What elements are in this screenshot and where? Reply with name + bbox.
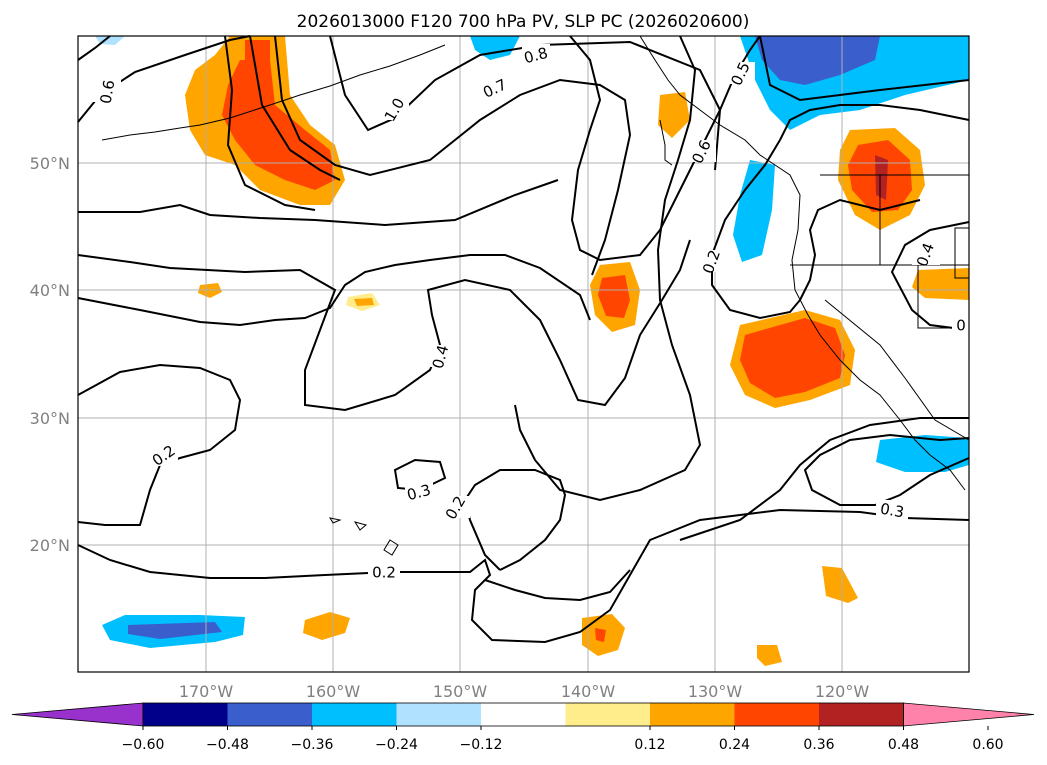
- colorbar-segment: [819, 703, 904, 726]
- lon-tick-label: 150°W: [433, 682, 488, 701]
- colorbar-extend-high: [903, 702, 1035, 727]
- pv-fill-regions: [95, 36, 969, 666]
- colorbar-tick-label: 0.36: [803, 737, 834, 753]
- lat-tick-label: 40°N: [30, 281, 70, 300]
- colorbar-tick-label: 0.12: [634, 737, 665, 753]
- lat-tick-label: 50°N: [30, 154, 70, 173]
- pv-positive-core: [222, 60, 335, 190]
- longitude-axis: 170°W 160°W 150°W 140°W 130°W 120°W: [179, 682, 870, 701]
- latitude-axis: 50°N 40°N 30°N 20°N: [30, 154, 70, 555]
- lon-tick-label: 160°W: [306, 682, 361, 701]
- lat-tick-label: 30°N: [30, 409, 70, 428]
- contour-label: 0.8: [522, 44, 550, 68]
- colorbar: −0.60 −0.48 −0.36 −0.24 −0.12 0.12 0.24 0.36 0.4…: [11, 702, 1035, 753]
- pv-negative-core: [755, 36, 880, 85]
- colorbar-segment: [481, 703, 566, 726]
- lon-tick-label: 140°W: [561, 682, 616, 701]
- contour-label: 0.3: [405, 481, 433, 505]
- lon-tick-label: 170°W: [179, 682, 234, 701]
- colorbar-segment: [227, 703, 313, 726]
- colorbar-segment: [143, 703, 228, 726]
- contour-label-layer: 0.6 1.0 0.7 0.8 0.5 0.6 0.2 0.4 0.4 0.2 …: [93, 44, 969, 583]
- colorbar-tick-label: 0.60: [972, 737, 1003, 753]
- contour-label: 0: [956, 317, 966, 335]
- contour-label: 0.3: [879, 500, 906, 522]
- colorbar-tick-label: 0.24: [719, 737, 750, 753]
- lon-tick-label: 130°W: [688, 682, 743, 701]
- colorbar-tick-label: −0.12: [460, 737, 503, 753]
- figure-title: 2026013000 F120 700 hPa PV, SLP PC (2026…: [297, 12, 750, 32]
- colorbar-tick-label: −0.24: [375, 737, 418, 753]
- lat-tick-label: 20°N: [30, 536, 70, 555]
- colorbar-tick-label: 0.48: [888, 737, 919, 753]
- contour-label: 0.6: [97, 79, 119, 106]
- lon-tick-label: 120°W: [815, 682, 870, 701]
- colorbar-segment: [650, 703, 735, 726]
- colorbar-tick-label: −0.36: [291, 737, 334, 753]
- contour-label: 0.2: [372, 564, 396, 582]
- colorbar-segment: [396, 703, 482, 726]
- colorbar-segment: [565, 703, 651, 726]
- colorbar-segment: [312, 703, 397, 726]
- map-frame: [77, 35, 970, 673]
- map-panel: 0.6 1.0 0.7 0.8 0.5 0.6 0.2 0.4 0.4 0.2 …: [77, 35, 970, 673]
- colorbar-tick-label: −0.60: [122, 737, 165, 753]
- colorbar-extend-low: [11, 702, 144, 727]
- colorbar-outline: [142, 702, 904, 727]
- colorbar-tick-label: −0.48: [206, 737, 249, 753]
- contour-label: 0.4: [429, 343, 453, 371]
- colorbar-segment: [734, 703, 820, 726]
